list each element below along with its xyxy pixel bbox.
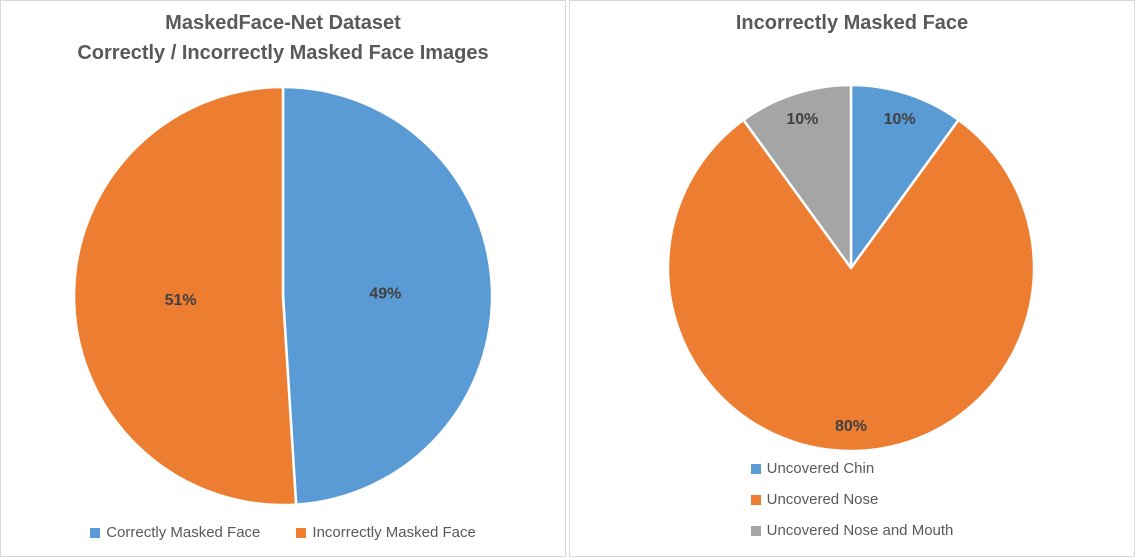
legend-item-uncovered-nose-and-mouth: Uncovered Nose and Mouth (750, 522, 954, 540)
panel-dataset-overview: MaskedFace-Net Dataset Correctly / Incor… (0, 0, 566, 557)
pie-chart-incorrectly-masked: 10% 80% 10% (666, 83, 1036, 453)
legend-swatch-correctly-masked-face (90, 528, 101, 538)
data-label-uncovered-nose-and-mouth: 10% (786, 111, 818, 128)
legend-item-uncovered-chin: Uncovered Chin (750, 460, 875, 478)
legend-label: Uncovered Chin (766, 460, 875, 477)
legend-item-incorrectly-masked-face: Incorrectly Masked Face (296, 524, 476, 542)
legend-dataset: Correctly Masked Face Incorrectly Masked … (1, 524, 565, 542)
legend-swatch-uncovered-nose (750, 495, 761, 505)
pie-chart-dataset: 49% 51% (72, 85, 494, 507)
legend-label: Uncovered Nose (766, 491, 879, 508)
legend-label: Correctly Masked Face (106, 524, 261, 541)
data-label-uncovered-nose: 80% (835, 418, 867, 435)
pie-slice-uncovered-nose (666, 118, 1036, 453)
panel-incorrectly-masked-breakdown: Incorrectly Masked Face 10% 80% 10% Uncove… (569, 0, 1135, 557)
pie-slice-incorrectly-masked-face (72, 85, 298, 507)
legend-item-uncovered-nose: Uncovered Nose (750, 491, 879, 509)
pie-slice-uncovered-chin (849, 83, 960, 270)
chart-title-dataset: MaskedFace-Net Dataset Correctly / Incor… (77, 12, 489, 64)
legend-items-column: Uncovered Chin Uncovered Nose Uncovered No… (750, 460, 954, 540)
pie-slice-uncovered-nose-and-mouth (742, 83, 853, 270)
legend-swatch-uncovered-chin (750, 464, 761, 474)
legend-label: Uncovered Nose and Mouth (766, 522, 954, 539)
legend-swatch-uncovered-nose-and-mouth (750, 526, 761, 536)
data-label-uncovered-chin: 10% (884, 111, 916, 128)
chart-title-incorrectly-masked: Incorrectly Masked Face (735, 12, 969, 34)
legend-swatch-incorrectly-masked-face (296, 528, 307, 538)
data-label-correctly-masked-face: 49% (369, 285, 401, 302)
legend-item-correctly-masked-face: Correctly Masked Face (90, 524, 260, 542)
data-label-incorrectly-masked-face: 51% (165, 292, 197, 309)
legend-incorrectly-masked: Uncovered Chin Uncovered Nose Uncovered No… (570, 460, 1134, 540)
pie-slice-correctly-masked-face (281, 85, 494, 506)
legend-label: Incorrectly Masked Face (312, 524, 476, 541)
